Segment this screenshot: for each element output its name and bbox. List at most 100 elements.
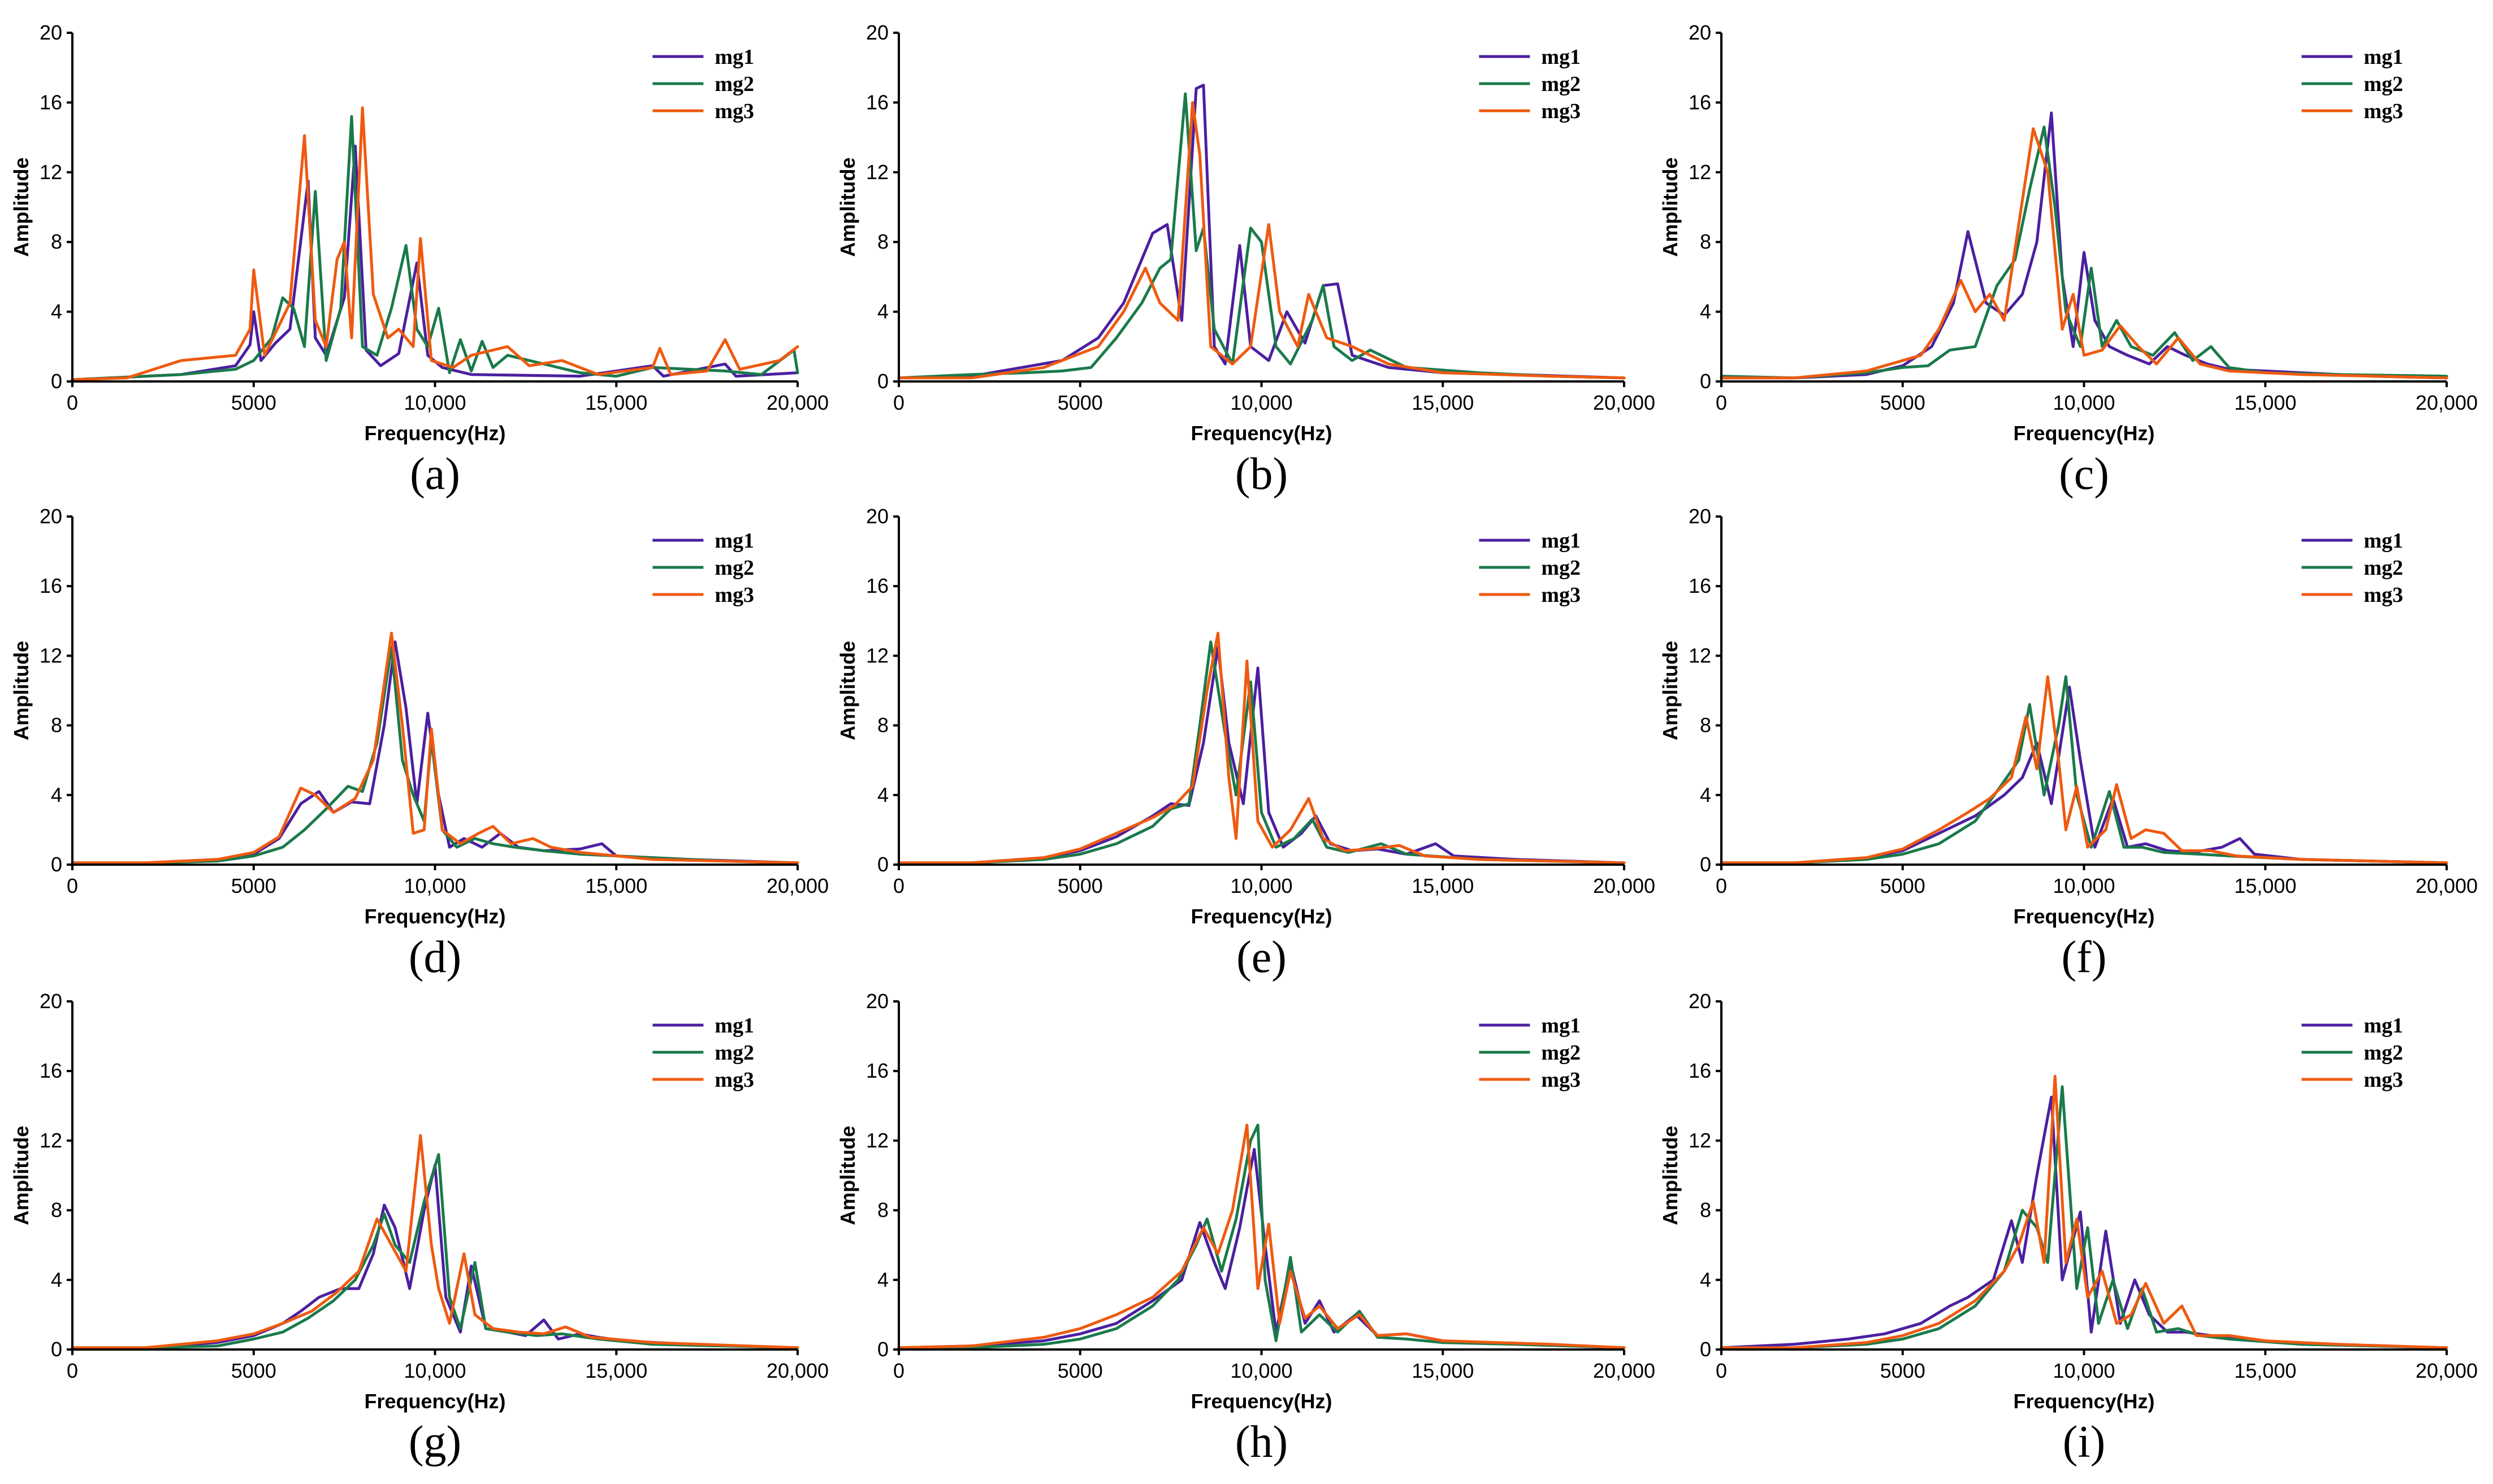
series-line-mg3: [1720, 1074, 2448, 1350]
series-line-mg2: [897, 92, 1626, 380]
chart-panel: 0 4 8 12 16 20 0 5000 10,000 15,000 20,000 Frequenc…: [10, 505, 829, 982]
x-tick-label: 10,000: [2053, 874, 2115, 897]
y-tick-label: 16: [1689, 1059, 1711, 1082]
y-tick-label: 12: [866, 160, 889, 184]
legend-label-mg1: mg1: [1541, 529, 1581, 553]
x-tick-label: 5000: [231, 391, 276, 414]
y-tick-label: 8: [1700, 230, 1711, 253]
y-tick-label: 8: [1700, 1199, 1711, 1222]
panel-label: (h): [1235, 1417, 1288, 1467]
legend-label-mg2: mg2: [715, 1041, 754, 1065]
y-tick-label: 12: [40, 1129, 62, 1152]
y-axis-title: Amplitude: [10, 158, 33, 257]
chart-panel: 0 4 8 12 16 20 0 5000 10,000 15,000 20,000 Frequenc…: [836, 505, 1655, 982]
y-tick-label: 20: [1689, 505, 1711, 528]
y-tick-label: 4: [51, 1268, 62, 1291]
y-tick-label: 8: [877, 230, 889, 253]
x-axis-title: Frequency(Hz): [2013, 422, 2154, 445]
y-tick-label: 20: [1689, 21, 1711, 44]
legend-label-mg2: mg2: [2364, 72, 2403, 96]
series-line-mg2: [1720, 1085, 2448, 1350]
x-axis-title: Frequency(Hz): [364, 1390, 505, 1413]
y-tick-label: 16: [1689, 574, 1711, 597]
y-tick-label: 12: [40, 160, 62, 184]
legend-label-mg3: mg3: [1541, 583, 1581, 607]
x-tick-label: 20,000: [2416, 874, 2478, 897]
y-tick-label: 4: [877, 783, 889, 806]
y-axis-title: Amplitude: [836, 1126, 859, 1225]
series-line-mg1: [1720, 1095, 2448, 1350]
legend-label-mg1: mg1: [2364, 529, 2403, 553]
x-tick-label: 5000: [231, 1359, 276, 1382]
series-line-mg2: [71, 115, 799, 381]
x-axis-title: Frequency(Hz): [1191, 905, 1332, 928]
x-tick-label: 0: [1716, 874, 1727, 897]
x-tick-label: 10,000: [1230, 1359, 1292, 1382]
series-line-mg3: [71, 106, 799, 381]
y-tick-label: 0: [51, 853, 62, 876]
chart-panel: 0 4 8 12 16 20 0 5000 10,000 15,000 20,000 Frequenc…: [836, 21, 1655, 499]
x-tick-label: 5000: [231, 874, 276, 897]
panel-label: (c): [2059, 449, 2109, 499]
y-tick-label: 20: [40, 990, 62, 1013]
series-line-mg3: [71, 1134, 799, 1350]
x-axis-title: Frequency(Hz): [2013, 905, 2154, 928]
series-line-mg1: [897, 84, 1626, 380]
y-tick-label: 20: [1689, 990, 1711, 1013]
y-axis-title: Amplitude: [836, 158, 859, 257]
x-axis-title: Frequency(Hz): [1191, 422, 1332, 445]
legend-label-mg1: mg1: [715, 529, 754, 553]
x-tick-label: 15,000: [1412, 1359, 1474, 1382]
legend-label-mg2: mg2: [1541, 556, 1581, 580]
y-tick-label: 12: [1689, 644, 1711, 667]
y-tick-label: 12: [866, 1129, 889, 1152]
legend-label-mg3: mg3: [1541, 99, 1581, 123]
x-tick-label: 15,000: [585, 391, 647, 414]
y-tick-label: 16: [40, 90, 62, 114]
y-axis-title: Amplitude: [836, 641, 859, 740]
y-axis-title: Amplitude: [1659, 1126, 1682, 1225]
y-axis-title: Amplitude: [10, 1126, 33, 1225]
x-tick-label: 10,000: [404, 874, 466, 897]
panel-label: (d): [409, 932, 461, 982]
x-tick-label: 10,000: [404, 1359, 466, 1382]
legend-label-mg2: mg2: [1541, 72, 1581, 96]
y-tick-label: 4: [877, 1268, 889, 1291]
x-tick-label: 15,000: [585, 874, 647, 897]
x-axis-title: Frequency(Hz): [1191, 1390, 1332, 1413]
legend-label-mg3: mg3: [2364, 99, 2403, 123]
series-line-mg1: [1720, 111, 2448, 380]
chart-panel: 0 4 8 12 16 20 0 5000 10,000 15,000 20,000 Frequenc…: [10, 21, 829, 499]
x-axis-title: Frequency(Hz): [364, 422, 505, 445]
legend-label-mg3: mg3: [715, 99, 754, 123]
x-tick-label: 20,000: [1593, 874, 1655, 897]
series-line-mg3: [897, 1123, 1626, 1350]
series-line-mg3: [1720, 675, 2448, 865]
legend-label-mg1: mg1: [2364, 45, 2403, 69]
panel-label: (b): [1235, 449, 1288, 499]
legend-label-mg2: mg2: [715, 556, 754, 580]
x-tick-label: 20,000: [2416, 391, 2478, 414]
x-tick-label: 15,000: [2234, 1359, 2296, 1382]
y-tick-label: 20: [866, 505, 889, 528]
x-tick-label: 10,000: [1230, 391, 1292, 414]
legend-label-mg1: mg1: [2364, 1014, 2403, 1038]
x-tick-label: 5000: [1880, 391, 1925, 414]
y-tick-label: 16: [40, 574, 62, 597]
x-tick-label: 0: [893, 874, 904, 897]
legend-label-mg2: mg2: [715, 72, 754, 96]
series-line-mg3: [71, 631, 799, 865]
y-tick-label: 4: [1700, 1268, 1711, 1291]
legend-label-mg2: mg2: [2364, 1041, 2403, 1065]
series-line-mg2: [897, 1123, 1626, 1350]
x-tick-label: 5000: [1880, 1359, 1925, 1382]
y-tick-label: 20: [866, 990, 889, 1013]
y-tick-label: 8: [877, 1199, 889, 1222]
x-tick-label: 5000: [1880, 874, 1925, 897]
legend-label-mg2: mg2: [2364, 556, 2403, 580]
panel-label: (f): [2062, 932, 2107, 982]
x-tick-label: 0: [1716, 1359, 1727, 1382]
x-tick-label: 10,000: [404, 391, 466, 414]
y-tick-label: 12: [866, 644, 889, 667]
